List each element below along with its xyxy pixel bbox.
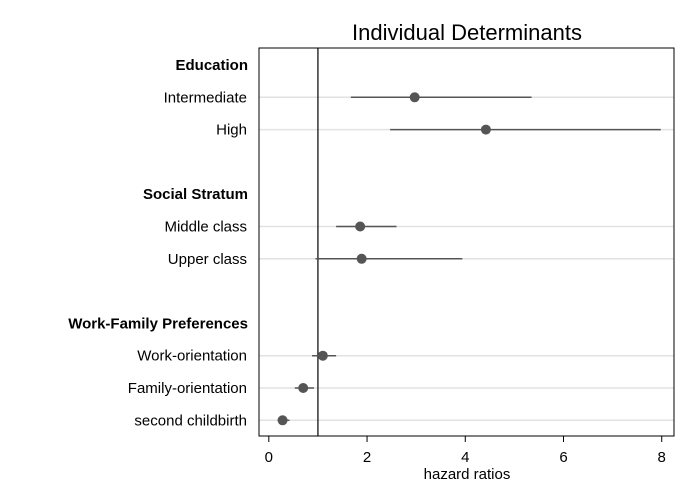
point-middle-class bbox=[355, 221, 366, 232]
plot-frame bbox=[258, 47, 675, 437]
point-work-orientation bbox=[317, 350, 328, 361]
point-estimates bbox=[277, 92, 491, 426]
row-label-family-orientation: Family-orientation bbox=[128, 380, 247, 397]
row-label-second-childbirth: second childbirth bbox=[134, 412, 247, 429]
point-family-orientation bbox=[298, 383, 309, 393]
x-tick-label-8: 8 bbox=[658, 449, 666, 466]
x-tick-label-2: 2 bbox=[363, 449, 371, 466]
point-intermediate bbox=[409, 92, 420, 103]
x-tick-label-4: 4 bbox=[461, 449, 469, 466]
row-label-work-orientation: Work-orientation bbox=[137, 348, 247, 365]
point-second-childbirth bbox=[277, 415, 288, 426]
group-header-work-family-preferences: Work-Family Preferences bbox=[68, 315, 248, 332]
point-high bbox=[480, 124, 491, 135]
row-label-high: High bbox=[216, 122, 247, 139]
row-label-upper-class: Upper class bbox=[168, 251, 247, 268]
row-labels: Education Intermediate High Social Stratum M… bbox=[68, 57, 248, 429]
row-label-middle-class: Middle class bbox=[164, 219, 247, 236]
group-header-education: Education bbox=[175, 57, 248, 74]
point-upper-class bbox=[356, 253, 367, 264]
x-axis-label: hazard ratios bbox=[424, 466, 511, 483]
row-label-intermediate: Intermediate bbox=[164, 89, 247, 106]
x-tick-label-6: 6 bbox=[559, 449, 567, 466]
group-header-social-stratum: Social Stratum bbox=[143, 186, 248, 203]
chart-title: Individual Determinants bbox=[352, 20, 582, 45]
x-tick-label-0: 0 bbox=[265, 449, 273, 466]
x-axis: 0 2 4 6 8 bbox=[265, 436, 666, 466]
